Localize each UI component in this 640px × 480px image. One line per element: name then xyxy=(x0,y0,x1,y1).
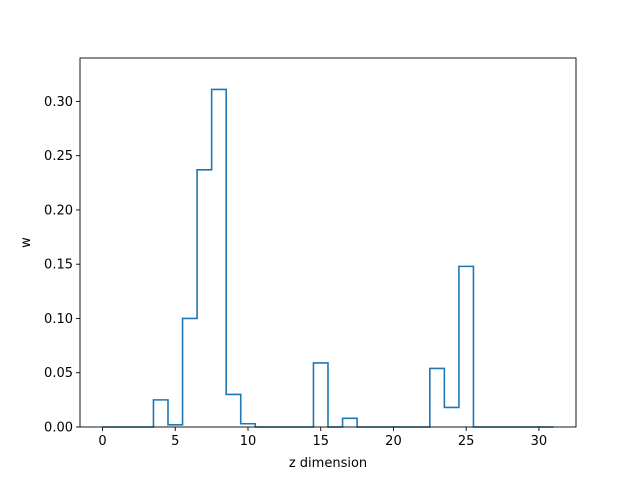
y-tick-label: 0.15 xyxy=(44,258,73,273)
x-tick-label: 20 xyxy=(385,434,402,449)
plot-frame xyxy=(79,57,577,428)
x-tick-label: 25 xyxy=(458,434,475,449)
y-tick-label: 0.30 xyxy=(44,95,73,110)
y-tick-label: 0.00 xyxy=(44,421,73,436)
x-tick-label: 5 xyxy=(171,434,179,449)
series-step-line xyxy=(102,88,554,428)
y-tick-label: 0.25 xyxy=(44,149,73,164)
x-tick-label: 30 xyxy=(531,434,548,449)
y-axis-label: w xyxy=(19,237,34,248)
y-tick-label: 0.20 xyxy=(44,203,73,218)
x-tick-label: 10 xyxy=(240,434,257,449)
y-tick-label: 0.10 xyxy=(44,312,73,327)
x-tick-label: 15 xyxy=(312,434,329,449)
axis-ticks: 0 5 10 15 20 25 30 0.00 0.05 0.10 0.15 0.20 0.25 0.30 xyxy=(44,95,547,449)
x-tick-label: 0 xyxy=(98,434,106,449)
y-tick-label: 0.05 xyxy=(44,366,73,381)
x-axis-label: z dimension xyxy=(289,456,367,471)
